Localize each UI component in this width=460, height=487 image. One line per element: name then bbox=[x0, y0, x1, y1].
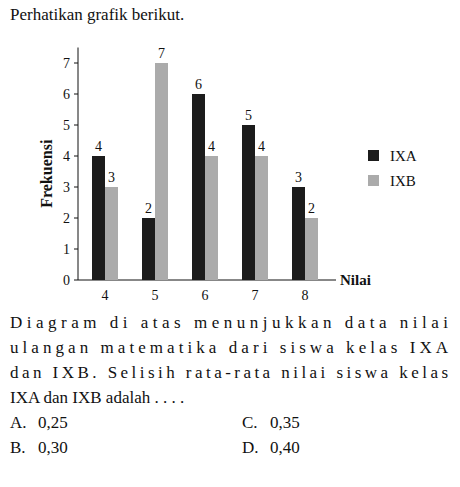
data-label: 6 bbox=[195, 77, 202, 92]
legend-swatch bbox=[368, 150, 379, 161]
y-tick-label: 3 bbox=[63, 180, 70, 195]
data-label: 7 bbox=[158, 46, 165, 61]
x-tick-label: 7 bbox=[252, 288, 259, 303]
y-tick-label: 4 bbox=[63, 149, 70, 164]
y-tick bbox=[74, 218, 78, 219]
data-label: 2 bbox=[308, 201, 315, 216]
y-tick bbox=[74, 156, 78, 157]
y-tick bbox=[74, 94, 78, 95]
option-letter: D. bbox=[242, 438, 259, 457]
bar bbox=[292, 187, 305, 280]
option-letter: B. bbox=[10, 438, 26, 457]
question-line: dan IXB. Selisih rata-rata nilai siswa k… bbox=[10, 363, 448, 382]
bar bbox=[155, 63, 168, 280]
canvas: Perhatikan grafik berikut. 0 1 2 3 4 5 6 7 Frekue… bbox=[0, 0, 460, 487]
y-tick-label: 5 bbox=[63, 118, 70, 133]
bar bbox=[305, 218, 318, 280]
y-tick bbox=[74, 63, 78, 64]
y-label: Frekuensi bbox=[38, 139, 55, 208]
question-line: IXA dan IXB adalah . . . . bbox=[10, 388, 184, 407]
y-tick-label: 2 bbox=[63, 211, 70, 226]
x-tick-label: 5 bbox=[152, 288, 159, 303]
option-text: 0,25 bbox=[38, 413, 68, 432]
y-tick-label: 6 bbox=[63, 87, 70, 102]
question-line: ulangan matematika dari siswa kelas IXA bbox=[10, 338, 449, 357]
data-label: 2 bbox=[145, 201, 152, 216]
bar bbox=[255, 156, 268, 280]
option-text: 0,30 bbox=[38, 438, 68, 457]
question-line: Diagram di atas menunjukkan data nilai bbox=[10, 313, 448, 332]
bar bbox=[92, 156, 105, 280]
data-label: 4 bbox=[258, 139, 265, 154]
legend-label: IXA bbox=[390, 148, 417, 164]
y-axis bbox=[78, 48, 79, 281]
option-text: 0,40 bbox=[270, 438, 300, 457]
bar bbox=[242, 125, 255, 280]
y-tick bbox=[74, 125, 78, 126]
x-tick-label: 4 bbox=[102, 288, 109, 303]
legend-label: IXB bbox=[390, 173, 416, 189]
y-tick-label: 7 bbox=[63, 56, 70, 71]
intro: Perhatikan grafik berikut. bbox=[10, 5, 184, 24]
y-tick bbox=[74, 280, 78, 281]
bars bbox=[92, 63, 318, 280]
x-tick-label: 6 bbox=[202, 288, 209, 303]
data-label: 3 bbox=[295, 170, 302, 185]
legend-swatch bbox=[368, 175, 379, 186]
option-letter: C. bbox=[242, 413, 258, 432]
x-label: Nilai bbox=[340, 272, 371, 288]
bar bbox=[105, 187, 118, 280]
page: Perhatikan grafik berikut. 0 1 2 3 4 5 6 7 Frekue… bbox=[0, 0, 460, 487]
data-label: 4 bbox=[208, 139, 215, 154]
bar bbox=[192, 94, 205, 280]
data-label: 3 bbox=[108, 170, 115, 185]
option-letter: A. bbox=[10, 413, 27, 432]
data-label: 5 bbox=[245, 108, 252, 123]
option-text: 0,35 bbox=[270, 413, 300, 432]
y-tick bbox=[74, 249, 78, 250]
y-tick-label: 0 bbox=[63, 273, 70, 288]
y-tick bbox=[74, 187, 78, 188]
bar bbox=[205, 156, 218, 280]
y-tick-label: 1 bbox=[63, 242, 70, 257]
data-label: 4 bbox=[95, 139, 102, 154]
bar bbox=[142, 218, 155, 280]
x-tick-label: 8 bbox=[302, 288, 309, 303]
